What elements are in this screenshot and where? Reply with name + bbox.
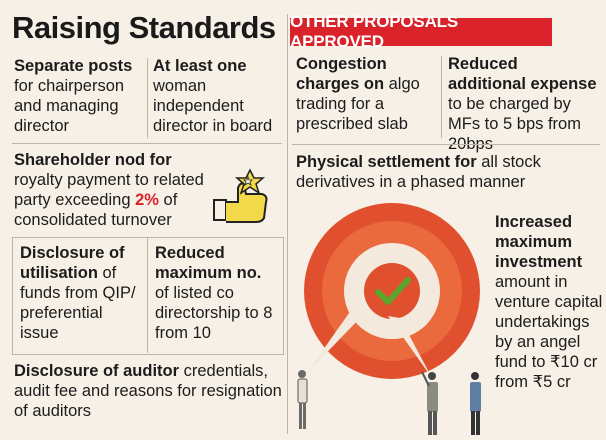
expense-bold: Reduced additional expense xyxy=(448,55,597,93)
investment-rest: amount in venture capital undertakings b… xyxy=(495,273,603,391)
investment-text: Increased maximum investment amount in v… xyxy=(495,212,605,392)
column-divider xyxy=(287,14,288,434)
separate-posts-bold: Separate posts xyxy=(14,57,133,75)
disclosure-utilisation-rest: of funds from QIP/ preferential issue xyxy=(20,264,136,342)
shareholder-nod-percent: 2% xyxy=(135,191,159,209)
expense-text: Reduced additional expense to be charged… xyxy=(448,54,600,154)
thumbs-up-star-icon xyxy=(213,168,268,223)
physical-settlement-rest: all stock derivatives in a phased manner xyxy=(296,153,541,191)
boxed-section xyxy=(12,237,284,355)
shareholder-nod-bold: Shareholder nod for xyxy=(14,151,172,169)
congestion-text: Congestion charges on algo trading for a… xyxy=(296,54,436,134)
divider xyxy=(292,144,600,145)
investment-bold: Increased maximum investment xyxy=(495,213,583,271)
disclosure-auditor-bold: Disclosure of auditor xyxy=(14,362,180,380)
congestion-rest: algo trading for a prescribed slab xyxy=(296,75,420,133)
reduced-directorship-rest: of listed co directorship to 8 from 10 xyxy=(155,284,273,342)
reduced-directorship-bold: Reduced maximum no. xyxy=(155,244,262,282)
divider xyxy=(441,56,442,138)
independent-director-text: At least one woman independent director … xyxy=(153,56,279,136)
disclosure-auditor-text: Disclosure of auditor credentials, audit… xyxy=(14,361,282,421)
physical-settlement-bold: Physical settlement for xyxy=(296,153,477,171)
congestion-bold: Congestion charges on xyxy=(296,55,387,93)
target-check-icon xyxy=(297,203,481,435)
shareholder-nod-pre: royalty payment to related party exceedi… xyxy=(14,171,204,209)
divider xyxy=(12,143,282,144)
physical-settlement-text: Physical settlement for all stock deriva… xyxy=(296,152,598,192)
independent-director-bold: At least one xyxy=(153,57,247,75)
separate-posts-rest: for chairperson and managing director xyxy=(14,77,125,135)
other-proposals-banner: OTHER PROPOSALS APPROVED xyxy=(290,12,552,51)
disclosure-utilisation-bold: Disclosure of utilisation xyxy=(20,244,125,282)
divider xyxy=(147,237,148,353)
disclosure-auditor-rest: credentials, audit fee and reasons for r… xyxy=(14,362,282,420)
page-title: Raising Standards xyxy=(12,10,276,45)
independent-director-rest: woman independent director in board xyxy=(153,77,273,135)
divider xyxy=(147,58,148,138)
expense-rest: to be charged by MFs to 5 bps from 20bps xyxy=(448,95,581,153)
reduced-directorship-text: Reduced maximum no. of listed co directo… xyxy=(155,243,279,343)
disclosure-utilisation-text: Disclosure of utilisation of funds from … xyxy=(20,243,144,343)
separate-posts-text: Separate posts for chairperson and manag… xyxy=(14,56,140,136)
shareholder-nod-post: of consolidated turnover xyxy=(14,191,178,229)
shareholder-nod-text: Shareholder nod for royalty payment to r… xyxy=(14,150,239,230)
